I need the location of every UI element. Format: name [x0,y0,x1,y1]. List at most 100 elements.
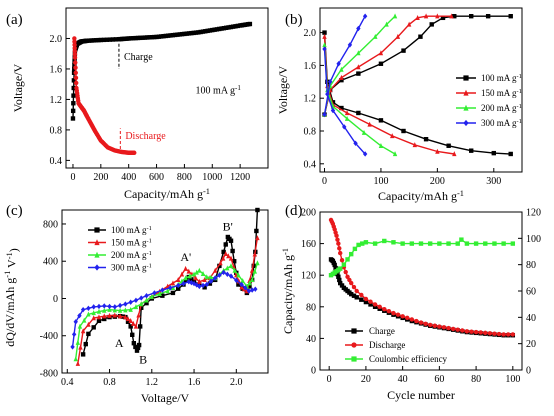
series-1-marker [130,332,135,338]
series-1-marker [91,325,96,330]
series-3-marker [117,307,123,313]
series-2-charge-marker [406,21,412,27]
series-2-marker [228,255,234,261]
series-3-marker [345,257,350,262]
series-2-discharge-marker [390,133,395,139]
series-charge-marker [154,34,159,40]
series-2-marker [450,326,456,332]
series-1-marker [133,344,138,350]
series-3-marker [128,306,133,312]
series-2-marker [432,323,437,328]
x-axis-title: Cycle number [387,388,455,402]
legend-label: Discharge [369,340,405,350]
series-3-marker [341,262,347,267]
series-2-marker [386,308,392,314]
series-4-discharge-marker [330,107,336,114]
series-1 [80,207,260,357]
legend-marker [94,227,100,233]
series-2 [328,217,516,337]
series-3-marker [183,275,188,281]
series-discharge-marker [72,42,77,48]
series-4-marker [128,299,133,305]
series-2-marker [125,316,131,322]
series-4-charge-marker [362,13,368,19]
series-4-marker [204,281,209,288]
y-axis-title: Voltage/V [11,63,25,112]
series-1-marker [368,302,373,307]
legend-marker [351,328,357,334]
series-3 [73,260,260,362]
series-1-marker [176,286,181,291]
series-2-marker [437,324,442,329]
series-2-marker [464,329,470,334]
series-charge-marker [140,35,145,40]
series-3-marker [236,272,241,278]
legend-label: Coulombic efficiency [369,354,448,364]
series-charge-marker [175,32,180,37]
series-1-marker [335,271,340,277]
series-3-charge-marker [356,50,361,56]
series-4-marker [160,287,165,293]
series-discharge-marker [132,150,137,155]
series-4-marker [197,283,202,290]
series-1-marker [221,249,226,255]
series-2-marker [202,277,207,283]
legend-marker [463,89,469,96]
rate-annotation-part: -1 [235,84,241,92]
series-charge-marker [71,101,76,106]
series-2-marker [492,331,497,336]
series-4-marker [246,288,252,294]
series-3-discharge-marker [322,42,327,48]
series-3-marker [409,241,415,246]
series-3-charge-marker [384,21,389,27]
series-4-marker [221,269,226,276]
series-2-charge-marker [378,50,384,56]
legend-label: 100 mA g-1 [481,73,522,83]
series-3-marker [187,273,193,279]
series-3-marker [149,293,154,299]
series-2-marker [487,331,493,336]
series-2-marker [212,267,218,273]
series-3-marker [382,238,387,244]
legend-marker [351,356,357,362]
series-2-marker [354,288,359,294]
series-2-marker [510,332,516,337]
series-charge-marker [210,27,215,33]
y-tick-label: 0.8 [304,127,317,138]
series-1-marker [351,293,357,298]
y2-tick-label: 60 [526,287,536,298]
series-4-marker [71,331,77,338]
legend-label: 150 mA g-1 [481,88,522,98]
series-4-marker [73,319,78,325]
series-discharge-marker [73,70,78,75]
series-2-marker [423,321,428,326]
series-4-marker [181,280,186,287]
series-3-marker [360,241,365,246]
y2-tick-label: 20 [526,339,536,350]
series-1-marker [202,285,207,290]
series-4-marker [133,297,139,304]
series-3-marker [372,241,378,246]
series-discharge-marker [74,80,79,86]
series-2-marker [226,253,231,259]
x-tick-label: 1000 [202,172,222,183]
series-2-marker [136,312,141,318]
y2-tick-label: 100 [526,234,541,245]
series-charge-marker [205,28,210,34]
series-charge-marker [230,24,236,29]
series-4-marker [139,295,144,301]
series-charge-marker [89,38,94,43]
legend-label-part: -1 [147,263,152,270]
series-2-marker [220,255,226,261]
series-charge-marker [189,30,194,36]
peak-label: B [139,353,147,367]
series-1-marker [339,283,345,288]
legend-label: 200 mA g-1 [111,250,152,260]
series-3-marker [255,260,260,266]
series-2-marker [176,277,181,283]
series-1-discharge-line [323,32,511,155]
y2-tick-label: 80 [526,260,536,271]
series-1-charge-marker [485,14,491,19]
x-axis-title-part: Capacity/mAh g [378,189,457,203]
y2-tick-label: 0 [526,366,531,377]
